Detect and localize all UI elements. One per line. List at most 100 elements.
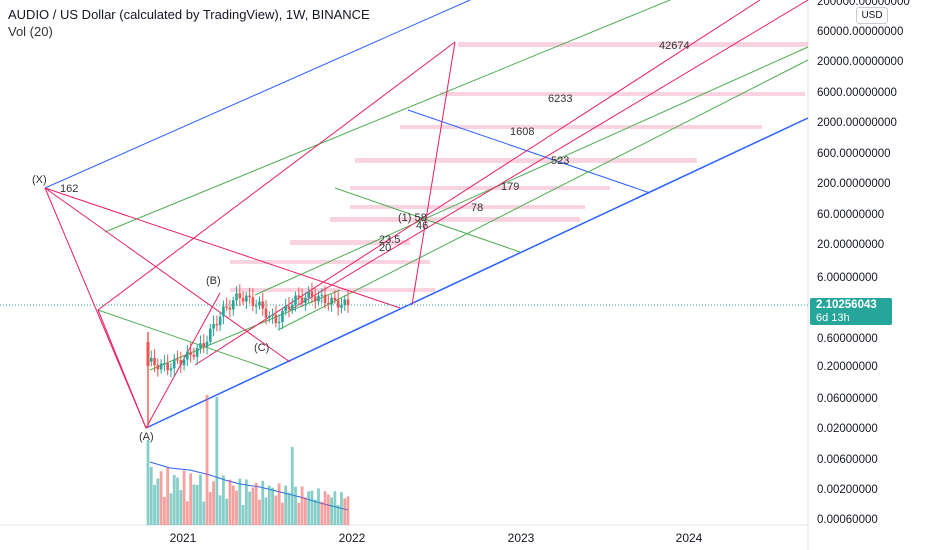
candle-body (195, 348, 199, 357)
candle-body (212, 324, 215, 329)
candle-spike-body (146, 342, 150, 366)
fib-band (350, 186, 610, 190)
price-tick-label: 0.60000000 (817, 333, 878, 345)
volume-bar (294, 486, 297, 525)
fib-band (355, 158, 697, 163)
volume-bar (215, 397, 219, 525)
candle-body (297, 295, 301, 298)
price-tick-label: 0.00060000 (817, 514, 878, 526)
volume-bar (231, 485, 235, 525)
fib-extension-bands (230, 42, 808, 292)
volume-bar (307, 491, 311, 525)
volume-bar (189, 473, 193, 525)
candle-body (254, 305, 258, 307)
chart-title: AUDIO / US Dollar (calculated by Trading… (8, 7, 370, 22)
fork-median-blue-line (407, 109, 651, 194)
volume-bar (156, 478, 160, 525)
volume-bar (238, 478, 242, 525)
volume-indicator-label[interactable]: Vol (20) (8, 24, 53, 39)
volume-bar (290, 447, 294, 525)
price-tick-label: 6000.00000000 (817, 87, 897, 99)
fib-band (230, 260, 430, 264)
volume-bar (202, 501, 206, 525)
candle-body (307, 291, 310, 298)
candle-body (346, 299, 350, 306)
price-candles (146, 282, 350, 428)
candle-body (343, 299, 347, 305)
volume-bar (317, 488, 320, 525)
red-fork-line-1 (97, 41, 456, 311)
volume-bars (146, 395, 350, 525)
fib-band (458, 42, 808, 47)
volume-bar (244, 479, 248, 525)
price-tick-label: 200000.00000000 (817, 0, 910, 8)
fib-label-6233: 6233 (548, 93, 573, 105)
volume-bar (185, 501, 189, 525)
candle-body (231, 300, 235, 310)
price-tick-label: 600.00000000 (817, 148, 891, 160)
candle-body (323, 294, 327, 304)
fib-label-58: (1) 58 (398, 212, 427, 224)
candle-body (340, 304, 343, 308)
fib-label-162: 162 (60, 183, 79, 195)
fib-label-179: 179 (501, 181, 520, 193)
candle-body (159, 363, 163, 370)
price-tick-label: 20000.00000000 (817, 56, 904, 68)
candle-body (290, 304, 294, 310)
time-tick-2024: 2024 (675, 531, 703, 545)
fib-band (350, 205, 585, 209)
volume-bar (264, 497, 268, 525)
volume-bar (195, 484, 199, 525)
price-tick-label: 20.00000000 (817, 239, 885, 251)
fib-label-1608: 1608 (510, 126, 535, 138)
volume-bar (153, 484, 156, 525)
candle-body (169, 368, 173, 371)
volume-bar (258, 499, 261, 525)
candle-body (208, 328, 212, 342)
pivot-c-label: (C) (254, 342, 270, 354)
volume-bar (222, 475, 225, 525)
volume-bar (287, 492, 291, 525)
candle-body (304, 297, 307, 303)
volume-bar (254, 482, 258, 525)
price-tick-label: 0.20000000 (817, 361, 878, 373)
candle-body (182, 359, 186, 366)
volume-bar (205, 395, 209, 525)
candle-body (281, 310, 284, 322)
volume-bar (320, 501, 324, 525)
candle-body (264, 308, 268, 318)
volume-bar (179, 490, 183, 525)
candle-body (176, 359, 179, 361)
red-vertical-leg (411, 41, 456, 306)
fib-band (290, 240, 410, 245)
candle-body (222, 306, 225, 317)
candle-body (327, 303, 330, 305)
currency-badge[interactable]: USD (856, 7, 888, 24)
candle-body (300, 297, 304, 303)
price-tick-label: 2000.00000000 (817, 117, 897, 129)
volume-bar (241, 504, 245, 525)
candle-body (166, 363, 169, 371)
price-tick-label: 60.00000000 (817, 209, 885, 221)
red-fork-line-2 (194, 0, 761, 366)
candle-body (218, 316, 222, 326)
fib-label-42674: 42674 (659, 40, 690, 52)
pivot-b-label: (B) (206, 275, 221, 287)
volume-bar (182, 470, 186, 525)
candle-body (156, 365, 160, 370)
candle-body (172, 359, 176, 369)
fib-band (230, 288, 435, 292)
candle-body (225, 306, 228, 308)
fork-lower-blue-line (145, 117, 809, 429)
fib-label-20: 20 (379, 242, 392, 254)
candle-body (215, 324, 219, 326)
volume-bar (277, 483, 281, 525)
candle-body (258, 301, 261, 306)
candle-body (268, 315, 271, 318)
volume-bar (169, 493, 173, 525)
volume-bar (192, 484, 196, 525)
volume-bar (346, 496, 350, 525)
candle-body (317, 295, 320, 302)
candle-body (261, 301, 265, 309)
